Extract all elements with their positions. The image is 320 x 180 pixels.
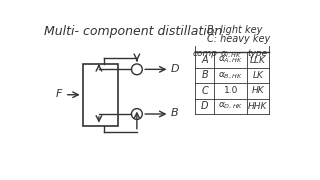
Text: F: F [55, 89, 62, 99]
Bar [83, 64, 117, 126]
Circle shape [132, 64, 142, 75]
Text: $\alpha_{B,HK}$: $\alpha_{B,HK}$ [218, 70, 243, 81]
Circle shape [132, 109, 142, 119]
Text: $\alpha_{i,HK}$: $\alpha_{i,HK}$ [220, 49, 242, 60]
Text: C: heavy key: C: heavy key [207, 34, 270, 44]
Text: A: A [201, 55, 208, 65]
Text: B: B [201, 71, 208, 80]
Text: B: B [171, 108, 179, 118]
Text: LK: LK [252, 71, 263, 80]
Text: comp: comp [192, 49, 217, 58]
Text: HK: HK [252, 86, 264, 95]
Text: type: type [248, 49, 268, 58]
Text: $\alpha_{D,HK}$: $\alpha_{D,HK}$ [218, 101, 243, 111]
Text: D: D [201, 101, 208, 111]
Text: C: C [201, 86, 208, 96]
Text: LLK: LLK [250, 56, 266, 65]
Text: Multi- component distillation: Multi- component distillation [44, 25, 222, 39]
Text: D: D [171, 64, 180, 74]
Text: HHK: HHK [248, 102, 268, 111]
Text: $\alpha_{A,HK}$: $\alpha_{A,HK}$ [218, 55, 243, 65]
Text: 1.0: 1.0 [223, 86, 238, 95]
Text: B: light key: B: light key [207, 25, 262, 35]
